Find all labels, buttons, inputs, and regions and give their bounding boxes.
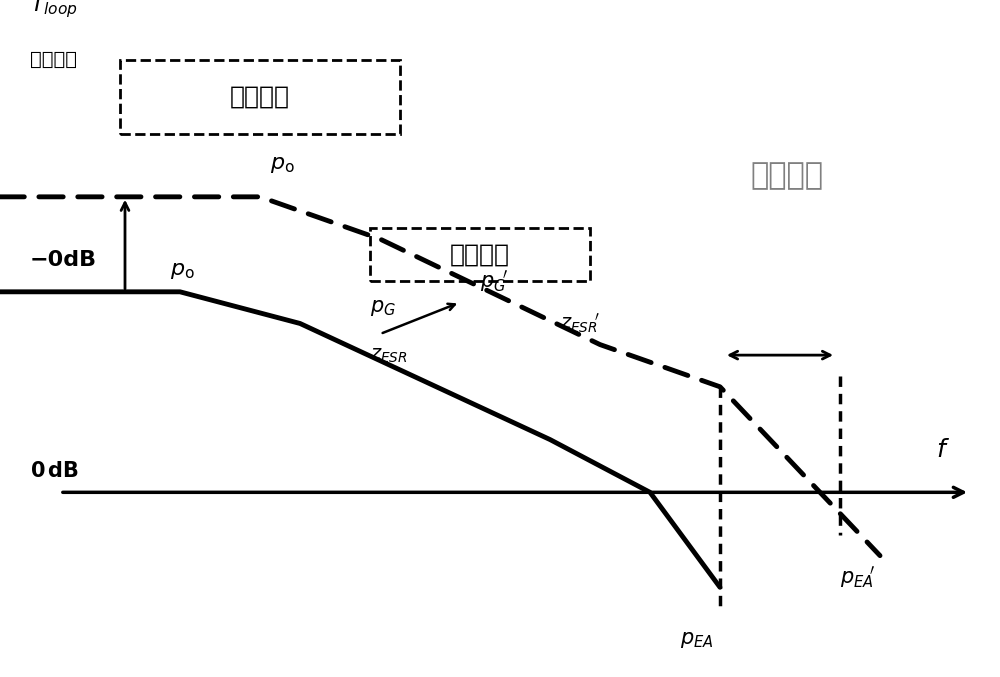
Text: $T_{loop}$: $T_{loop}$ [30,0,78,20]
Text: −0dB: −0dB [30,250,97,270]
Text: $p_{G}\!'$: $p_{G}\!'$ [480,268,508,294]
Text: 拓展带宽: 拓展带宽 [750,161,823,190]
Text: 环路增益: 环路增益 [30,50,77,69]
Text: 极点移动: 极点移动 [450,243,510,267]
Text: $p_{G}$: $p_{G}$ [370,298,396,318]
Text: $z_{ESR}$: $z_{ESR}$ [370,346,408,365]
Text: $f$: $f$ [936,438,950,462]
Text: $z_{ESR}\!'$: $z_{ESR}\!'$ [560,312,600,335]
Text: $\mathbf{0\,dB}$: $\mathbf{0\,dB}$ [30,461,79,481]
Text: 跨导增强: 跨导增强 [230,85,290,108]
Text: $p_{EA}\!'$: $p_{EA}\!'$ [840,564,876,590]
Text: $p_{\mathrm{o}}$: $p_{\mathrm{o}}$ [170,261,195,281]
Text: $p_{\mathrm{o}}$: $p_{\mathrm{o}}$ [270,155,295,175]
Text: $p_{EA}$: $p_{EA}$ [680,630,714,650]
